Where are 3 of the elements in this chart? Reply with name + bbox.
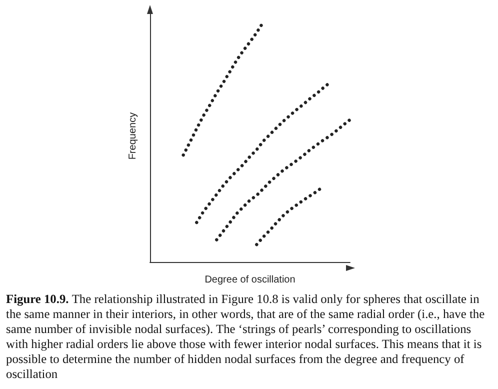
caption: Figure 10.9. The relationship illustrated in Figure 10.8 is valid only for spheres that oscillate in the same manner in their interiors, in other words, that are of the same radial order (i.e., have the same number of invisible nodal surfaces). The ‘strings of pearls’ corresponding to oscillations with higher radial orders lie above those with fewer interior nodal surfaces. This means that it is possible to determine the number of hidden nodal surfaces from the degree and frequency of oscillation [6, 292, 486, 382]
x-axis-title: Degree of oscillation [204, 274, 296, 286]
y-axis-title: Frequency [128, 112, 138, 160]
